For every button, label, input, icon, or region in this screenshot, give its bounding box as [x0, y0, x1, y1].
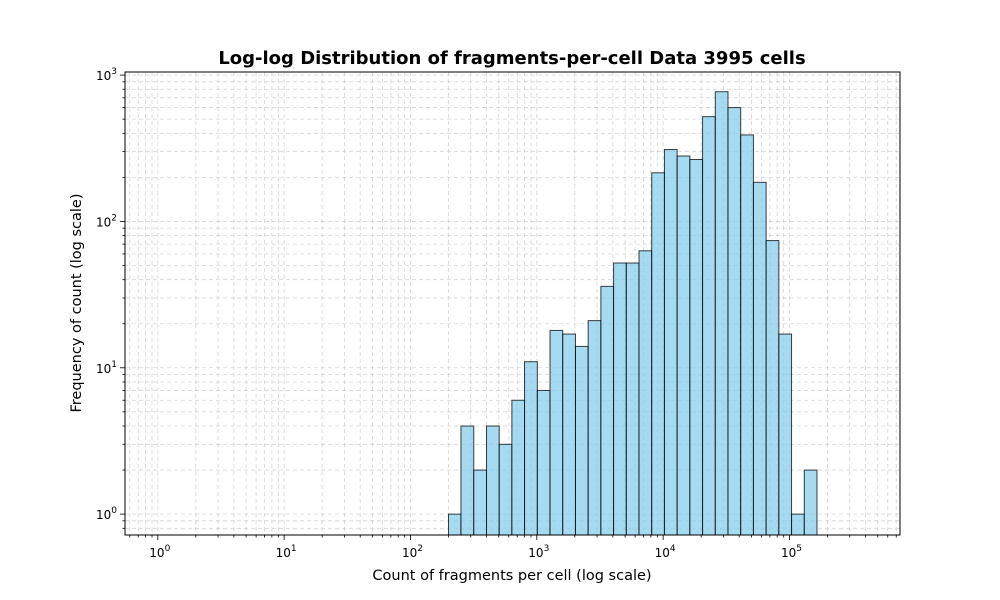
x-tick-label: 102 [402, 544, 423, 560]
plot-area-frame [124, 71, 901, 536]
histogram-bar-10 [574, 345, 589, 535]
histogram-bar-11 [587, 320, 602, 535]
histogram-bar-14 [625, 262, 640, 535]
histogram-bar-26 [778, 333, 793, 535]
histogram-bar-8 [549, 329, 564, 535]
histogram-bar-16 [651, 172, 665, 535]
histogram-bars [447, 91, 818, 535]
histogram-bar-22 [727, 107, 742, 535]
histogram-bar-5 [511, 399, 526, 535]
x-axis-label: Count of fragments per cell (log scale) [372, 568, 651, 584]
x-axis-tick-labels: 100 101 102 103 104 105 [149, 544, 802, 560]
histogram-bar-28 [803, 469, 818, 535]
y-tick-label: 101 [96, 360, 117, 376]
histogram-bar-13 [613, 262, 627, 535]
histogram-bar-27 [791, 513, 805, 535]
histogram-bar-2 [473, 469, 488, 535]
x-tick-label: 104 [655, 544, 676, 560]
histogram-bar-1 [460, 425, 475, 535]
y-tick-label: 100 [96, 506, 117, 522]
histogram-bar-18 [676, 155, 691, 535]
y-axis-tick-labels: 100 101 102 103 [96, 67, 117, 522]
histogram-bar-23 [740, 134, 754, 535]
histogram-bar-4 [498, 443, 513, 535]
histogram-bar-25 [765, 240, 780, 535]
x-tick-label: 101 [276, 544, 297, 560]
histogram-bar-7 [536, 389, 551, 535]
histogram-bar-15 [638, 250, 653, 535]
histogram-bar-6 [524, 361, 538, 535]
histogram-bar-24 [752, 181, 767, 535]
histogram-bar-20 [702, 116, 716, 535]
chart-title: Log-log Distribution of fragments-per-ce… [218, 48, 805, 69]
y-axis-label: Frequency of count (log scale) [69, 193, 85, 412]
histogram-bar-19 [689, 159, 704, 535]
y-tick-label: 103 [96, 67, 117, 83]
histogram-bar-17 [663, 149, 678, 535]
x-tick-label: 103 [528, 544, 549, 560]
histogram-bar-21 [714, 91, 729, 535]
x-tick-label: 100 [149, 544, 170, 560]
axis-ticks [120, 74, 897, 540]
histogram-bar-0 [447, 513, 462, 535]
histogram-bar-3 [486, 425, 500, 535]
histogram-bar-12 [600, 285, 615, 535]
x-tick-label: 105 [781, 544, 802, 560]
histogram-bar-9 [562, 333, 576, 535]
y-tick-label: 102 [96, 213, 117, 229]
